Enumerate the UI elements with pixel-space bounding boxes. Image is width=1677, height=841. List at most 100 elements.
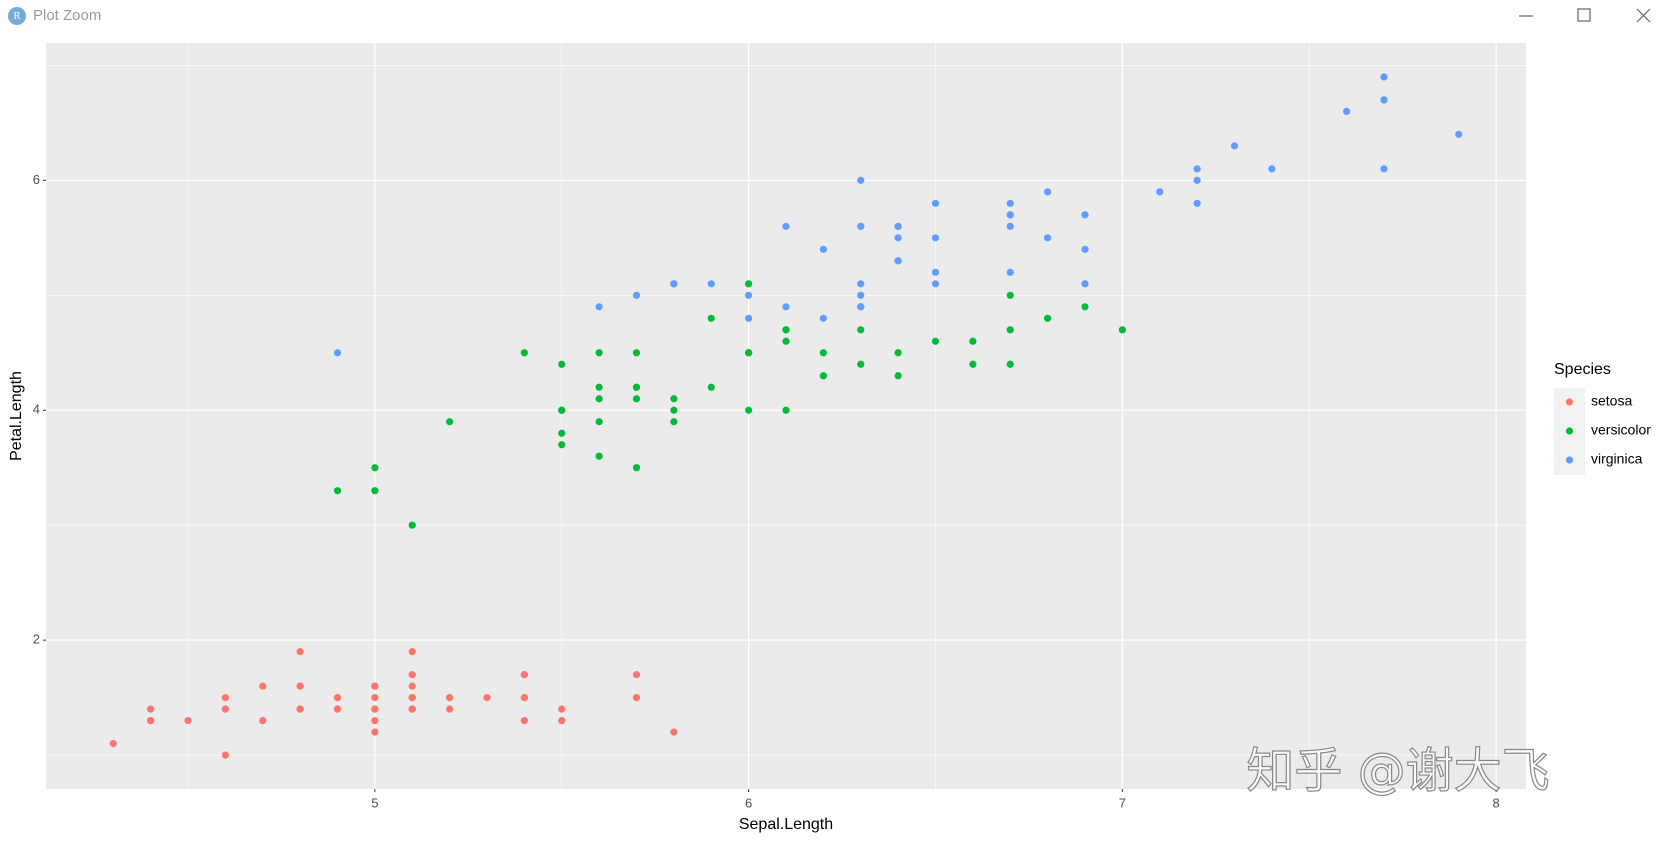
close-button[interactable] [1636, 8, 1651, 23]
point [745, 349, 753, 357]
point [595, 418, 603, 426]
point [745, 291, 753, 299]
point [894, 349, 902, 357]
point [408, 694, 416, 702]
y-tick-label: 4 [33, 402, 40, 417]
point [1081, 211, 1089, 219]
point [221, 694, 229, 702]
point [670, 395, 678, 403]
point [632, 291, 641, 299]
app-icon [8, 7, 26, 25]
point [632, 464, 641, 472]
point [819, 245, 827, 253]
point [632, 671, 641, 679]
point [1044, 188, 1052, 196]
point [670, 406, 678, 414]
point [857, 360, 865, 368]
y-tick-label: 2 [33, 632, 40, 647]
point [782, 222, 790, 230]
point [296, 648, 304, 656]
point [894, 372, 902, 380]
point [408, 648, 416, 656]
point [221, 705, 229, 713]
point [595, 349, 603, 357]
point [857, 291, 865, 299]
maximize-button[interactable] [1577, 8, 1591, 22]
point [147, 705, 155, 713]
point [1455, 130, 1463, 138]
point [1230, 142, 1239, 150]
point [1006, 360, 1014, 368]
point [894, 257, 902, 265]
point [1156, 188, 1164, 196]
point [520, 349, 528, 357]
point [1006, 291, 1014, 299]
point [931, 337, 940, 345]
point [371, 694, 379, 702]
point [109, 739, 117, 748]
legend-label: setosa [1591, 393, 1632, 409]
point [371, 705, 379, 713]
legend-title: Species [1554, 361, 1611, 378]
point [1006, 199, 1014, 207]
point [333, 694, 342, 702]
x-tick-label: 6 [745, 795, 752, 810]
point [446, 694, 454, 702]
point [221, 751, 229, 759]
point [520, 717, 528, 725]
point [595, 452, 603, 460]
point [147, 717, 155, 725]
point [969, 337, 977, 345]
point [857, 176, 865, 184]
point [333, 349, 342, 357]
point [1118, 326, 1126, 334]
point [558, 429, 566, 437]
point [894, 234, 902, 242]
legend-label: versicolor [1591, 422, 1651, 438]
point [259, 682, 267, 690]
point [296, 705, 304, 713]
point [184, 717, 192, 725]
point [670, 728, 678, 736]
point [632, 694, 641, 702]
point [1193, 165, 1201, 173]
point [408, 682, 416, 690]
point [371, 487, 379, 495]
point [595, 303, 603, 311]
point [969, 360, 977, 368]
point [371, 717, 379, 725]
point [745, 280, 753, 288]
point [1006, 326, 1014, 334]
point [520, 694, 528, 702]
point [595, 395, 603, 403]
point [1380, 165, 1388, 173]
point [857, 326, 865, 334]
point [857, 222, 865, 230]
point [558, 360, 566, 368]
x-tick-label: 5 [371, 795, 378, 810]
point [1006, 222, 1014, 230]
legend-marker [1565, 456, 1574, 464]
point [782, 303, 790, 311]
point [483, 694, 491, 702]
point [931, 280, 940, 288]
point [707, 383, 715, 391]
point [446, 705, 454, 713]
point [333, 487, 342, 495]
plot-panel [46, 43, 1526, 789]
point [632, 395, 641, 403]
point [296, 682, 304, 690]
point [931, 234, 940, 242]
point [670, 280, 678, 288]
point [408, 671, 416, 679]
point [632, 383, 641, 391]
point [1006, 211, 1014, 219]
legend-marker [1565, 427, 1574, 435]
point [558, 406, 566, 414]
y-tick-label: 6 [33, 172, 40, 187]
point [931, 268, 940, 276]
point [745, 406, 753, 414]
point [782, 326, 790, 334]
